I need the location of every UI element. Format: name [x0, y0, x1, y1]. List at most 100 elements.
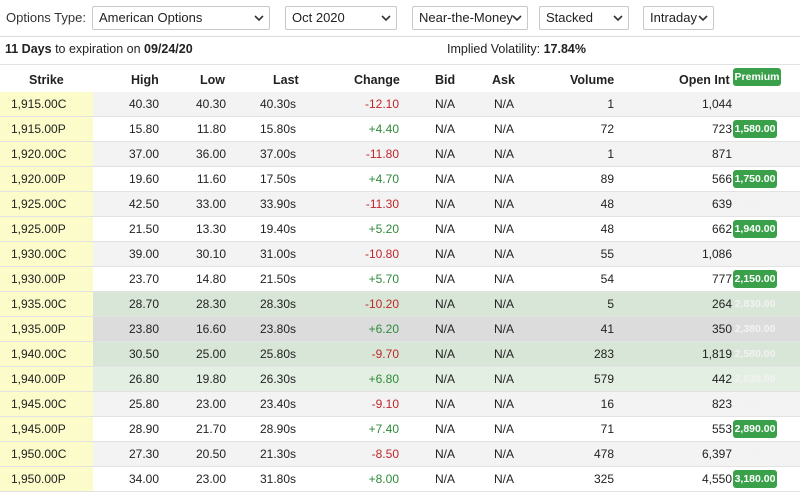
strike-cell[interactable]: 1,940.00C [0, 342, 93, 366]
high-cell: 40.30 [128, 97, 159, 111]
table-row[interactable]: 1,940.00P 26.80 19.80 26.30s +6.80 N/A N/A 579 4… [0, 367, 800, 392]
col-open-int[interactable]: Open Int [679, 73, 730, 87]
table-row[interactable]: 1,920.00C 37.00 36.00 37.00s -11.80 N/A N/A 1 87… [0, 142, 800, 167]
options-type-value: American Options [99, 10, 203, 25]
low-cell: 14.80 [195, 272, 226, 286]
strike-cell[interactable]: 1,950.00C [0, 442, 93, 466]
strike-cell[interactable]: 1,925.00C [0, 192, 93, 216]
strike-cell[interactable]: 1,935.00P [0, 317, 93, 341]
expiration-month-select[interactable]: Oct 2020 [285, 6, 397, 30]
low-cell: 20.50 [195, 447, 226, 461]
table-row[interactable]: 1,915.00C 40.30 40.30 40.30s -12.10 N/A N/A 1 1,… [0, 92, 800, 117]
options-type-label: Options Type: [6, 10, 86, 25]
col-strike[interactable]: Strike [29, 73, 64, 87]
period-select[interactable]: Intraday [643, 6, 714, 30]
volume-cell: 89 [600, 172, 614, 186]
col-change[interactable]: Change [354, 73, 400, 87]
col-volume[interactable]: Volume [570, 73, 615, 87]
table-row[interactable]: 1,945.00P 28.90 21.70 28.90s +7.40 N/A N/A 71 55… [0, 417, 800, 442]
premium-badge: 2,890.00 [733, 420, 777, 438]
table-row[interactable]: 1,915.00P 15.80 11.80 15.80s +4.40 N/A N/A 72 72… [0, 117, 800, 142]
toolbar-divider [0, 36, 800, 37]
expiration-info: 11 Days to expiration on 09/24/20 [5, 42, 193, 56]
strike-cell[interactable]: 1,925.00P [0, 217, 93, 241]
table-row[interactable]: 1,935.00C 28.70 28.30 28.30s -10.20 N/A N/A 5 26… [0, 292, 800, 317]
table-row[interactable]: 1,920.00P 19.60 11.60 17.50s +4.70 N/A N/A 89 56… [0, 167, 800, 192]
ask-cell: N/A [493, 97, 514, 111]
bid-cell: N/A [434, 147, 455, 161]
table-row[interactable]: 1,930.00P 23.70 14.80 21.50s +5.70 N/A N/A 54 77… [0, 267, 800, 292]
volume-cell: 325 [593, 472, 614, 486]
table-row[interactable]: 1,940.00C 30.50 25.00 25.80s -9.70 N/A N/A 283 1… [0, 342, 800, 367]
strike-cell[interactable]: 1,945.00C [0, 392, 93, 416]
strike-cell[interactable]: 1,915.00P [0, 117, 93, 141]
low-cell: 23.00 [195, 472, 226, 486]
last-cell: 37.00s [259, 147, 296, 161]
volume-cell: 16 [600, 397, 614, 411]
table-row[interactable]: 1,935.00P 23.80 16.60 23.80s +6.20 N/A N/A 41 35… [0, 317, 800, 342]
premium-badge: 2,150.00 [733, 270, 777, 288]
last-cell: 25.80s [259, 347, 296, 361]
change-cell: -11.30 [365, 197, 399, 211]
bid-cell: N/A [434, 272, 455, 286]
col-bid[interactable]: Bid [435, 73, 456, 87]
last-cell: 15.80s [259, 122, 296, 136]
ask-cell: N/A [493, 247, 514, 261]
low-cell: 16.60 [195, 322, 226, 336]
high-cell: 23.80 [128, 322, 159, 336]
high-cell: 27.30 [128, 447, 159, 461]
strike-cell[interactable]: 1,930.00C [0, 242, 93, 266]
bid-cell: N/A [434, 472, 455, 486]
bid-cell: N/A [434, 122, 455, 136]
col-high[interactable]: High [131, 73, 159, 87]
last-cell: 19.40s [259, 222, 296, 236]
premium-badge: 2,580.00 [734, 348, 776, 360]
last-cell: 17.50s [259, 172, 296, 186]
iv-value: 17.84% [543, 42, 586, 56]
low-cell: 40.30 [195, 97, 226, 111]
volume-cell: 48 [600, 197, 614, 211]
options-type-select[interactable]: American Options [92, 6, 270, 30]
col-premium[interactable]: Premium [733, 68, 781, 86]
ask-cell: N/A [493, 272, 514, 286]
ask-cell: N/A [493, 147, 514, 161]
strike-cell[interactable]: 1,930.00P [0, 267, 93, 291]
chevron-down-icon [613, 15, 623, 22]
high-cell: 30.50 [128, 347, 159, 361]
open-int-cell: 639 [711, 197, 732, 211]
table-row[interactable]: 1,930.00C 39.00 30.10 31.00s -10.80 N/A N/A 55 1… [0, 242, 800, 267]
table-row[interactable]: 1,950.00P 34.00 23.00 31.80s +8.00 N/A N/A 325 4… [0, 467, 800, 492]
high-cell: 23.70 [128, 272, 159, 286]
volume-cell: 579 [593, 372, 614, 386]
strike-cell[interactable]: 1,935.00C [0, 292, 93, 316]
strike-cell[interactable]: 1,940.00P [0, 367, 93, 391]
table-header: Strike High Low Last Change Bid Ask Volu… [0, 66, 800, 92]
table-row[interactable]: 1,925.00P 21.50 13.30 19.40s +5.20 N/A N/A 48 66… [0, 217, 800, 242]
table-row[interactable]: 1,950.00C 27.30 20.50 21.30s -8.50 N/A N/A 478 6… [0, 442, 800, 467]
open-int-cell: 553 [711, 422, 732, 436]
ask-cell: N/A [493, 297, 514, 311]
strike-cell[interactable]: 1,950.00P [0, 467, 93, 491]
change-cell: +4.40 [368, 122, 399, 136]
low-cell: 11.60 [196, 172, 226, 186]
ask-cell: N/A [493, 197, 514, 211]
table-row[interactable]: 1,945.00C 25.80 23.00 23.40s -9.10 N/A N/A 16 82… [0, 392, 800, 417]
bid-cell: N/A [434, 397, 455, 411]
volume-cell: 1 [607, 147, 614, 161]
high-cell: 21.50 [128, 222, 159, 236]
high-cell: 34.00 [128, 472, 159, 486]
high-cell: 42.50 [128, 197, 159, 211]
strike-cell[interactable]: 1,920.00C [0, 142, 93, 166]
strike-cell[interactable]: 1,945.00P [0, 417, 93, 441]
layout-select[interactable]: Stacked [539, 6, 629, 30]
open-int-cell: 4,550 [701, 472, 732, 486]
moneyness-select[interactable]: Near-the-Money [412, 6, 528, 30]
col-last[interactable]: Last [273, 73, 299, 87]
col-ask[interactable]: Ask [492, 73, 515, 87]
col-low[interactable]: Low [200, 73, 225, 87]
bid-cell: N/A [434, 447, 455, 461]
strike-cell[interactable]: 1,915.00C [0, 92, 93, 116]
days-to-expiration: 11 Days [5, 42, 52, 56]
strike-cell[interactable]: 1,920.00P [0, 167, 93, 191]
table-row[interactable]: 1,925.00C 42.50 33.00 33.90s -11.30 N/A N/A 48 6… [0, 192, 800, 217]
